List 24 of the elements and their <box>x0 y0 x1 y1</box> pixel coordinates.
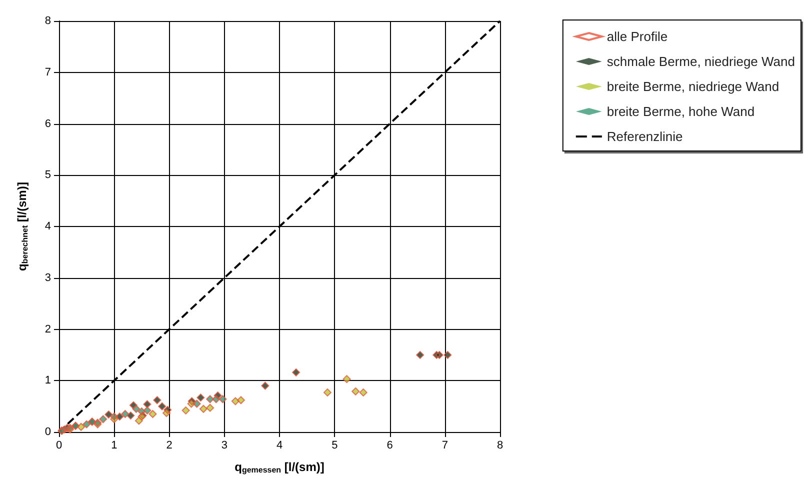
x-tick-label: 0 <box>56 440 62 452</box>
x-tick-label: 4 <box>276 440 283 452</box>
x-tick-label: 8 <box>496 440 504 452</box>
y-tick-label: 0 <box>44 426 51 438</box>
y-axis-title: qberechnet [l/(sm)] <box>15 182 30 271</box>
y-tick-label: 3 <box>44 272 51 284</box>
x-tick-label: 6 <box>386 440 393 452</box>
x-tick-label: 5 <box>332 440 338 452</box>
legend-label: breite Berme, hohe Wand <box>606 104 755 119</box>
y-tick-label: 4 <box>44 220 51 232</box>
y-tick-label: 1 <box>44 374 51 387</box>
y-tick-label: 8 <box>44 15 51 27</box>
legend-label: breite Berme, niedriege Wand <box>606 79 780 94</box>
x-tick-label: 2 <box>166 440 172 452</box>
x-tick-label: 1 <box>111 440 118 452</box>
legend-label: schmale Berme, niedriege Wand <box>606 54 796 69</box>
y-tick-label: 6 <box>44 118 51 130</box>
y-tick-label: 2 <box>44 323 51 336</box>
x-tick-label: 3 <box>221 440 228 452</box>
y-tick-label: 5 <box>44 169 51 182</box>
legend-label: Referenzlinie <box>606 129 683 144</box>
legend-label: alle Profile <box>606 29 668 44</box>
y-tick-label: 7 <box>44 66 51 78</box>
x-tick-label: 7 <box>442 440 448 452</box>
